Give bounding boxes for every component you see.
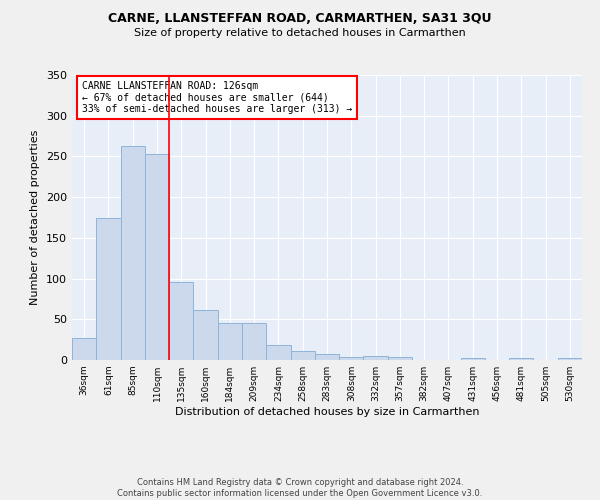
- X-axis label: Distribution of detached houses by size in Carmarthen: Distribution of detached houses by size …: [175, 407, 479, 417]
- Bar: [193, 310, 218, 360]
- Bar: [290, 351, 315, 360]
- Y-axis label: Number of detached properties: Number of detached properties: [31, 130, 40, 305]
- Text: Contains HM Land Registry data © Crown copyright and database right 2024.
Contai: Contains HM Land Registry data © Crown c…: [118, 478, 482, 498]
- Bar: [72, 338, 96, 360]
- Bar: [242, 322, 266, 360]
- Text: Size of property relative to detached houses in Carmarthen: Size of property relative to detached ho…: [134, 28, 466, 38]
- Bar: [96, 218, 121, 360]
- Bar: [558, 358, 582, 360]
- Bar: [218, 322, 242, 360]
- Text: CARNE LLANSTEFFAN ROAD: 126sqm
← 67% of detached houses are smaller (644)
33% of: CARNE LLANSTEFFAN ROAD: 126sqm ← 67% of …: [82, 80, 352, 114]
- Bar: [169, 282, 193, 360]
- Bar: [315, 354, 339, 360]
- Bar: [339, 356, 364, 360]
- Bar: [145, 154, 169, 360]
- Bar: [364, 356, 388, 360]
- Bar: [121, 146, 145, 360]
- Bar: [266, 344, 290, 360]
- Bar: [388, 356, 412, 360]
- Bar: [509, 358, 533, 360]
- Text: CARNE, LLANSTEFFAN ROAD, CARMARTHEN, SA31 3QU: CARNE, LLANSTEFFAN ROAD, CARMARTHEN, SA3…: [108, 12, 492, 26]
- Bar: [461, 358, 485, 360]
